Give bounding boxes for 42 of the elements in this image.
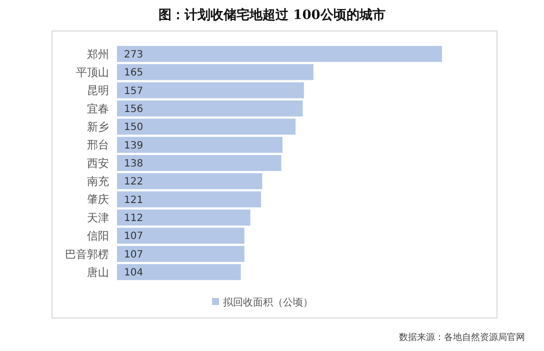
y-tick-label: 肇庆 bbox=[87, 193, 109, 206]
chart-title: 图：计划收储宅地超过 100公顷的城市 bbox=[158, 7, 386, 23]
y-tick-label: 宜春 bbox=[87, 102, 109, 116]
bar bbox=[117, 210, 250, 226]
bar bbox=[117, 64, 314, 80]
data-label: 138 bbox=[124, 158, 144, 170]
bar bbox=[117, 191, 262, 208]
data-label: 107 bbox=[124, 231, 144, 242]
y-tick-label: 信阳 bbox=[87, 230, 109, 243]
bar bbox=[117, 155, 282, 171]
data-label: 157 bbox=[124, 86, 144, 97]
source-note: 数据来源：各地自然资源局官网 bbox=[399, 332, 525, 343]
legend-label: 拟回收面积（公顷） bbox=[223, 296, 313, 308]
y-tick-label: 唐山 bbox=[87, 266, 109, 279]
bar bbox=[117, 228, 244, 244]
bar bbox=[117, 100, 303, 116]
bar bbox=[117, 136, 282, 153]
data-label: 122 bbox=[124, 176, 144, 188]
y-tick-label: 巴音郭楞 bbox=[65, 248, 109, 261]
y-tick-label: 天津 bbox=[87, 211, 109, 224]
y-tick-label: 西安 bbox=[87, 156, 109, 170]
bar bbox=[117, 118, 296, 135]
y-tick-label: 新乡 bbox=[87, 120, 109, 134]
y-tick-label: 昆明 bbox=[87, 84, 109, 98]
bar bbox=[117, 46, 442, 62]
y-tick-label: 郑州 bbox=[87, 48, 109, 61]
data-label: 121 bbox=[124, 194, 144, 206]
y-tick-label: 南充 bbox=[87, 175, 109, 188]
data-label: 107 bbox=[124, 249, 144, 260]
bar bbox=[117, 173, 262, 190]
data-label: 112 bbox=[124, 213, 144, 224]
data-label: 139 bbox=[124, 140, 144, 152]
data-label: 104 bbox=[124, 268, 144, 279]
y-tick-label: 平顶山 bbox=[76, 66, 109, 79]
y-tick-label: 邢台 bbox=[87, 138, 109, 152]
bar bbox=[117, 246, 244, 262]
bar bbox=[117, 264, 241, 280]
data-label: 273 bbox=[124, 49, 144, 60]
data-label: 150 bbox=[124, 122, 144, 134]
bar bbox=[117, 82, 304, 98]
data-label: 156 bbox=[124, 104, 144, 115]
data-label: 165 bbox=[124, 68, 144, 79]
